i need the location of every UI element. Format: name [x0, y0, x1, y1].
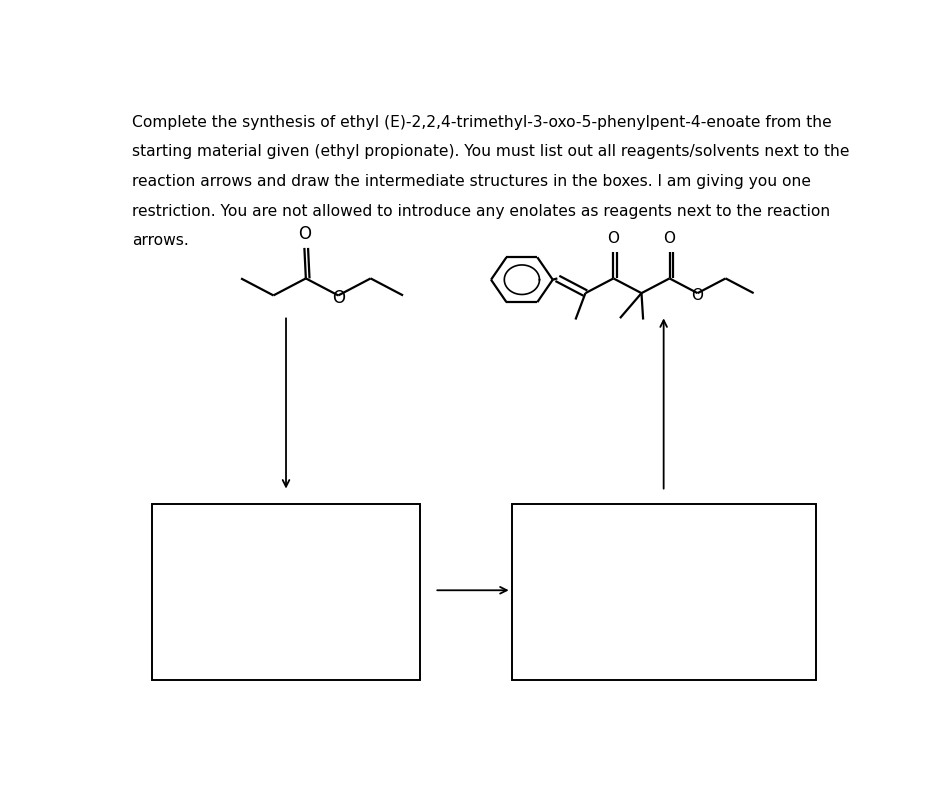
Text: O: O — [332, 289, 345, 307]
Text: O: O — [664, 231, 676, 246]
Text: arrows.: arrows. — [132, 233, 189, 249]
Text: reaction arrows and draw the intermediate structures in the boxes. I am giving y: reaction arrows and draw the intermediat… — [132, 174, 811, 189]
Text: O: O — [608, 231, 619, 246]
Text: starting material given (ethyl propionate). You must list out all reagents/solve: starting material given (ethyl propionat… — [132, 144, 849, 160]
Bar — [512, 504, 816, 680]
Text: restriction. You are not allowed to introduce any enolates as reagents next to t: restriction. You are not allowed to intr… — [132, 204, 830, 219]
Text: Complete the synthesis of ethyl (E)-2,2,4-trimethyl-3-oxo-5-phenylpent-4-enoate : Complete the synthesis of ethyl (E)-2,2,… — [132, 115, 831, 130]
Text: O: O — [691, 288, 703, 303]
Text: O: O — [298, 225, 311, 243]
Bar — [152, 504, 420, 680]
